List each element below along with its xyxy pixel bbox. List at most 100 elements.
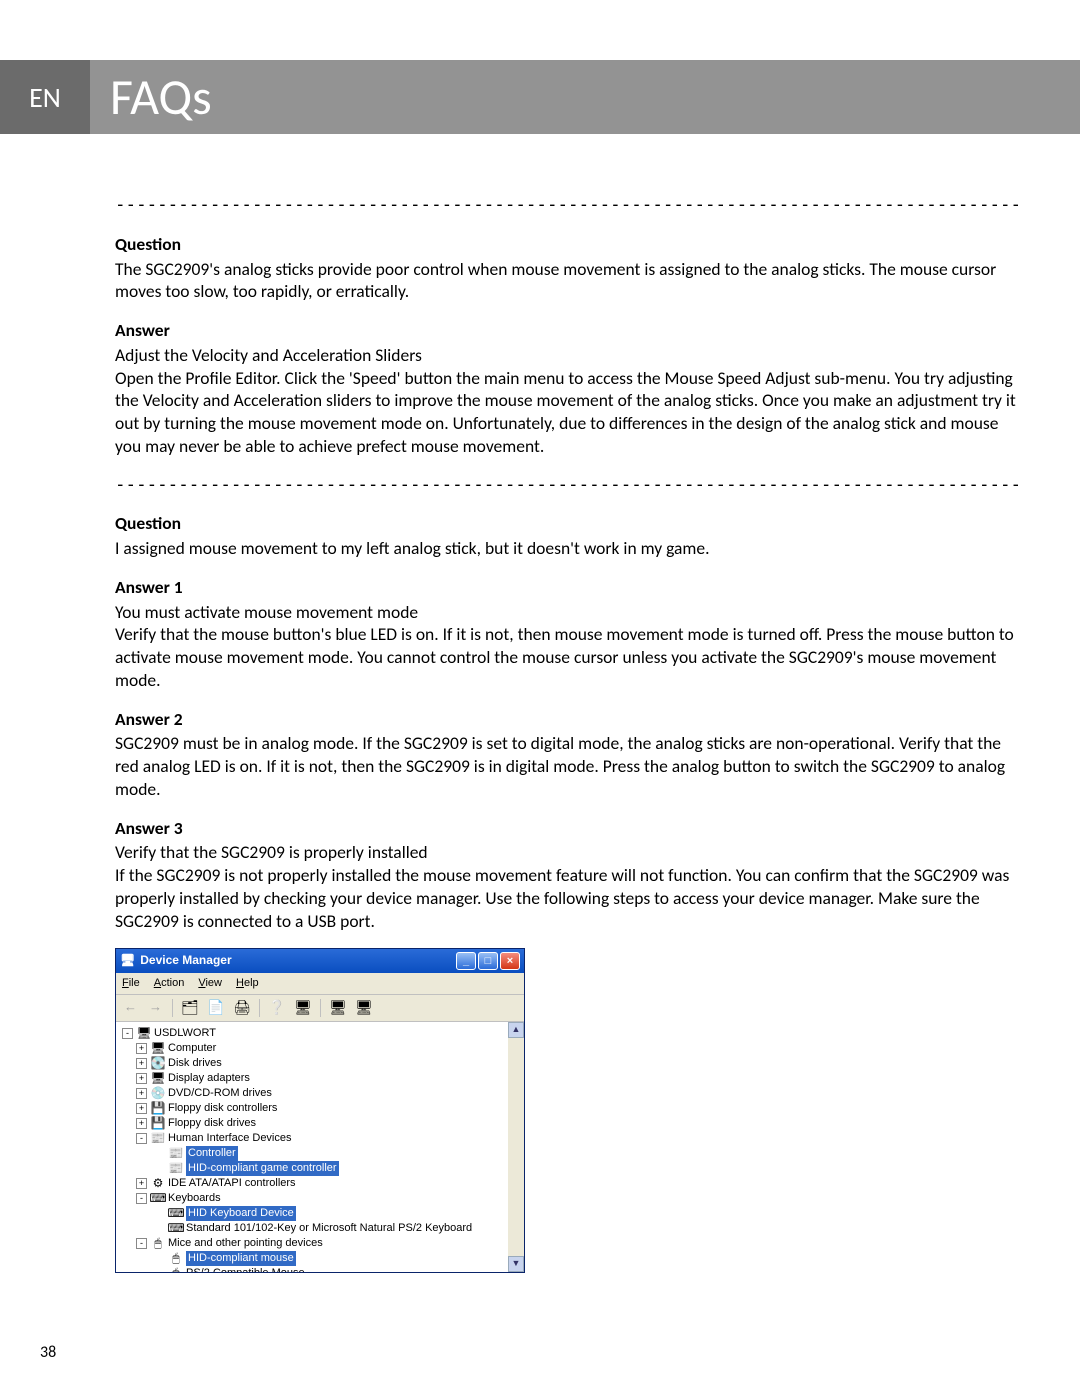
answer-text: Open the Profile Editor. Click the 'Spee…: [115, 367, 1020, 458]
tree-item[interactable]: ⌨HID Keyboard Device: [122, 1206, 520, 1221]
toolbar-separator: [259, 999, 260, 1017]
question-heading: Question: [115, 233, 1020, 256]
tree-item[interactable]: -📰Human Interface Devices: [122, 1131, 520, 1146]
tree-item[interactable]: 📰HID-compliant game controller: [122, 1161, 520, 1176]
device-icon: ⌨: [169, 1221, 183, 1236]
properties-icon[interactable]: 📄: [207, 999, 225, 1017]
menu-action[interactable]: Action: [154, 976, 185, 990]
device-icon: 🖥: [151, 1071, 165, 1086]
tree-item[interactable]: + 💽Disk drives: [122, 1056, 520, 1071]
device-icon: 💾: [151, 1116, 165, 1131]
device-icon: 📰: [169, 1161, 183, 1176]
toolbar-separator: [320, 999, 321, 1017]
titlebar[interactable]: 🖥 Device Manager _ □ ×: [116, 949, 524, 973]
expander-spacer: [154, 1268, 165, 1272]
scan-icon[interactable]: 🖥: [294, 999, 312, 1017]
expander-spacer: [154, 1208, 165, 1219]
question-heading: Question: [115, 512, 1020, 535]
device-icon: 💾: [151, 1101, 165, 1116]
expander-icon[interactable]: +: [136, 1073, 147, 1084]
answer-text: Verify that the mouse button's blue LED …: [115, 623, 1020, 691]
device-icon: 📰: [169, 1146, 183, 1161]
help-icon[interactable]: ❔: [268, 999, 286, 1017]
maximize-button[interactable]: □: [478, 952, 498, 970]
tree-item[interactable]: -🖥USDLWORT: [122, 1026, 520, 1041]
toolbar-separator: [172, 999, 173, 1017]
tree-item-label: USDLWORT: [154, 1026, 216, 1041]
device-icon: ⚙: [151, 1176, 165, 1191]
divider: ----------------------------------------…: [115, 194, 1020, 217]
tree-view-icon[interactable]: 🗂: [181, 999, 199, 1017]
minimize-button[interactable]: _: [456, 952, 476, 970]
close-button[interactable]: ×: [500, 952, 520, 970]
answer-heading: Answer 2: [115, 708, 1020, 731]
tree-item[interactable]: + 💾Floppy disk controllers: [122, 1101, 520, 1116]
scrollbar[interactable]: ▲ ▼: [508, 1022, 524, 1272]
tree-item-label: Standard 101/102-Key or Microsoft Natura…: [186, 1221, 472, 1236]
tree-item-label: HID-compliant game controller: [186, 1161, 339, 1176]
expander-icon[interactable]: +: [136, 1088, 147, 1099]
expander-spacer: [154, 1163, 165, 1174]
scroll-up-button[interactable]: ▲: [508, 1022, 524, 1038]
tree-item-label: HID Keyboard Device: [186, 1206, 296, 1221]
faq-content: ----------------------------------------…: [0, 134, 1080, 1273]
monitor-icon[interactable]: 🖥: [329, 999, 347, 1017]
tree-item[interactable]: -⌨Keyboards: [122, 1191, 520, 1206]
menu-view[interactable]: View: [198, 976, 222, 990]
tree-item-label: Computer: [168, 1041, 216, 1056]
tree-item[interactable]: 📰Controller: [122, 1146, 520, 1161]
tree-item-label: Disk drives: [168, 1056, 222, 1071]
window-title: Device Manager: [140, 953, 231, 969]
language-badge: EN: [0, 60, 90, 134]
expander-spacer: [154, 1148, 165, 1159]
device-icon: 💽: [151, 1056, 165, 1071]
device-icon: 🖱: [169, 1266, 183, 1272]
question-text: The SGC2909's analog sticks provide poor…: [115, 258, 1020, 304]
expander-icon[interactable]: -: [122, 1028, 133, 1039]
scroll-track[interactable]: [508, 1038, 524, 1256]
device-icon: 💿: [151, 1086, 165, 1101]
scroll-down-button[interactable]: ▼: [508, 1256, 524, 1272]
tree-item-label: Keyboards: [168, 1191, 221, 1206]
menu-help[interactable]: Help: [236, 976, 259, 990]
forward-button[interactable]: →: [147, 999, 164, 1016]
tree-item-label: Floppy disk controllers: [168, 1101, 277, 1116]
app-icon: 🖥: [120, 953, 135, 969]
menu-file[interactable]: File: [122, 976, 140, 990]
tree-item[interactable]: +🖥Computer: [122, 1041, 520, 1056]
device-icon: ⌨: [151, 1191, 165, 1206]
device-icon: 🖱: [169, 1251, 183, 1266]
expander-icon[interactable]: -: [136, 1133, 147, 1144]
expander-spacer: [154, 1253, 165, 1264]
tree-body: -🖥USDLWORT+🖥Computer+💽Disk drives+🖥Displ…: [116, 1022, 524, 1272]
answer-heading: Answer 1: [115, 576, 1020, 599]
expander-icon[interactable]: -: [136, 1193, 147, 1204]
back-button[interactable]: ←: [122, 999, 139, 1016]
advanced-icon[interactable]: 🖥: [355, 999, 373, 1017]
tree-item[interactable]: 🖱PS/2 Compatible Mouse: [122, 1266, 520, 1272]
tree-item[interactable]: +⚙IDE ATA/ATAPI controllers: [122, 1176, 520, 1191]
tree-item[interactable]: + 💿DVD/CD-ROM drives: [122, 1086, 520, 1101]
tree-item[interactable]: -🖱Mice and other pointing devices: [122, 1236, 520, 1251]
answer-text: If the SGC2909 is not properly installed…: [115, 864, 1020, 932]
tree-item[interactable]: +💾Floppy disk drives: [122, 1116, 520, 1131]
tree-item[interactable]: 🖱HID-compliant mouse: [122, 1251, 520, 1266]
answer-text: SGC2909 must be in analog mode. If the S…: [115, 732, 1020, 800]
page-number: 38: [40, 1343, 1080, 1362]
expander-icon[interactable]: -: [136, 1238, 147, 1249]
expander-icon[interactable]: +: [136, 1043, 147, 1054]
menubar: File Action View Help: [116, 973, 524, 994]
expander-icon[interactable]: +: [136, 1103, 147, 1114]
print-icon[interactable]: 🖨: [233, 999, 251, 1017]
tree-item[interactable]: ⌨Standard 101/102-Key or Microsoft Natur…: [122, 1221, 520, 1236]
expander-icon[interactable]: +: [136, 1058, 147, 1069]
toolbar: ← → 🗂 📄 🖨 ❔ 🖥 🖥 🖥: [116, 995, 524, 1022]
device-icon: ⌨: [169, 1206, 183, 1221]
tree-item-label: DVD/CD-ROM drives: [168, 1086, 272, 1101]
expander-icon[interactable]: +: [136, 1118, 147, 1129]
tree-item-label: Controller: [186, 1146, 238, 1161]
device-icon: 🖥: [137, 1026, 151, 1041]
expander-icon[interactable]: +: [136, 1178, 147, 1189]
tree-item[interactable]: +🖥Display adapters: [122, 1071, 520, 1086]
answer-subtitle: You must activate mouse movement mode: [115, 601, 1020, 624]
